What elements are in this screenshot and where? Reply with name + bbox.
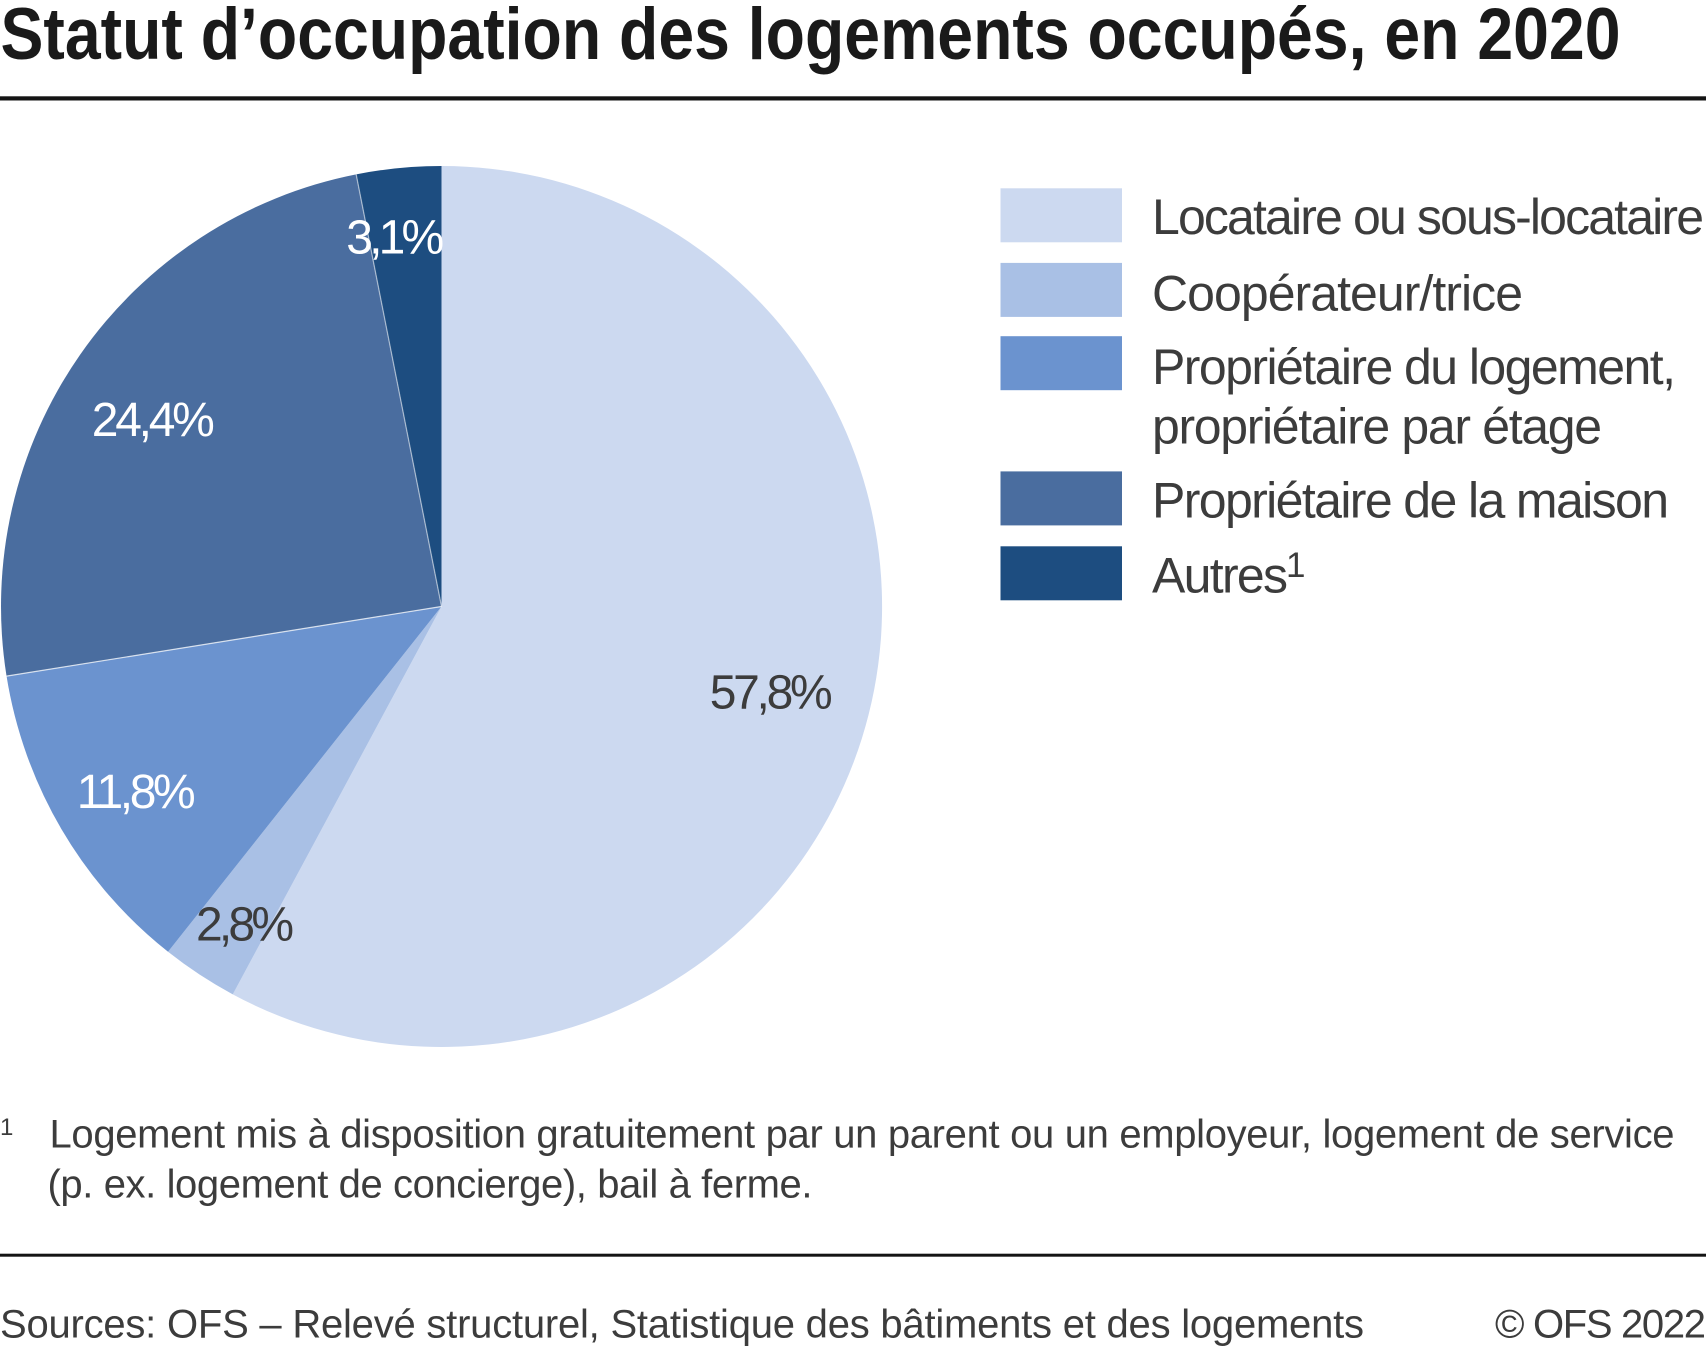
svg-text:© OFS 2022: © OFS 2022 [1495, 1302, 1706, 1346]
svg-text:1: 1 [1286, 546, 1305, 585]
svg-text:Coopérateur/trice: Coopérateur/trice [1152, 265, 1523, 321]
svg-text:propriétaire par étage: propriétaire par étage [1152, 399, 1602, 455]
svg-text:Logement mis à disposition gra: Logement mis à disposition gratuitement … [50, 1113, 1675, 1157]
svg-text:Locataire ou sous-locataire: Locataire ou sous-locataire [1152, 189, 1704, 245]
svg-text:24,4%: 24,4% [92, 394, 215, 447]
svg-text:(p. ex. logement de concierge): (p. ex. logement de concierge), bail à f… [48, 1163, 813, 1207]
svg-text:Autres: Autres [1152, 547, 1288, 603]
svg-text:2,8%: 2,8% [196, 898, 294, 951]
svg-text:Sources: OFS – Relevé structur: Sources: OFS – Relevé structurel, Statis… [0, 1302, 1364, 1346]
svg-text:3,1%: 3,1% [346, 211, 444, 264]
svg-text:11,8%: 11,8% [77, 766, 196, 819]
svg-text:1: 1 [0, 1114, 13, 1141]
svg-text:Propriétaire de la maison: Propriétaire de la maison [1152, 472, 1669, 528]
svg-text:Statut d’occupation des logeme: Statut d’occupation des logements occupé… [1, 0, 1621, 75]
svg-text:57,8%: 57,8% [710, 667, 833, 720]
svg-text:Propriétaire du logement,: Propriétaire du logement, [1152, 339, 1676, 395]
